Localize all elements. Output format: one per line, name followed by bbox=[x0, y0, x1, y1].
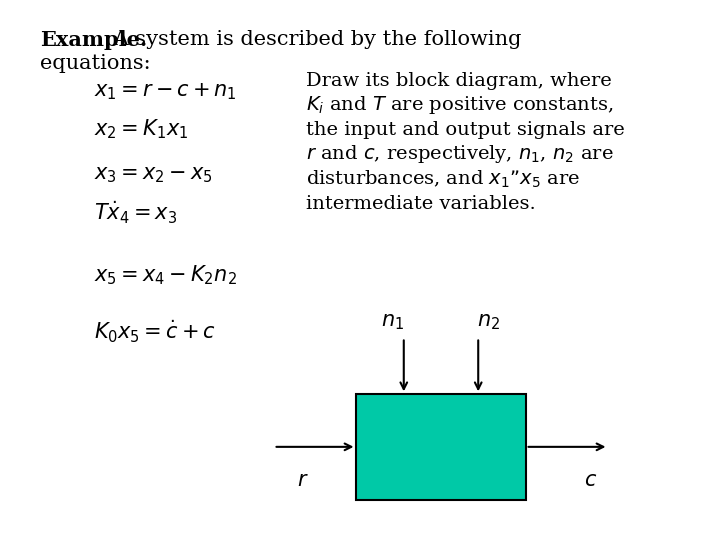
Text: $r$: $r$ bbox=[297, 471, 308, 490]
Text: Draw its block diagram, where: Draw its block diagram, where bbox=[306, 72, 612, 90]
Text: equations:: equations: bbox=[40, 54, 150, 73]
Text: $c$: $c$ bbox=[584, 471, 597, 490]
Text: $x_5 = x_4 - K_2 n_2$: $x_5 = x_4 - K_2 n_2$ bbox=[94, 264, 237, 287]
Text: $K_0 x_5 = \dot{c} + c$: $K_0 x_5 = \dot{c} + c$ bbox=[94, 319, 215, 345]
Text: Example.: Example. bbox=[40, 30, 147, 50]
Text: $x_2 = K_1 x_1$: $x_2 = K_1 x_1$ bbox=[94, 118, 188, 141]
Text: $r$ and $c$, respectively, $n_1$, $n_2$ are: $r$ and $c$, respectively, $n_1$, $n_2$ … bbox=[306, 143, 613, 165]
Text: $n_1$: $n_1$ bbox=[382, 313, 405, 332]
Text: A system is described by the following: A system is described by the following bbox=[107, 30, 521, 49]
Text: $K_i$ and $T$ are positive constants,: $K_i$ and $T$ are positive constants, bbox=[306, 94, 613, 116]
Text: disturbances, and $x_1$”$x_5$ are: disturbances, and $x_1$”$x_5$ are bbox=[306, 168, 580, 190]
Text: $x_1 = r - c + n_1$: $x_1 = r - c + n_1$ bbox=[94, 82, 236, 102]
Text: $T\dot{x}_4 = x_3$: $T\dot{x}_4 = x_3$ bbox=[94, 200, 177, 226]
Text: intermediate variables.: intermediate variables. bbox=[306, 195, 536, 213]
Bar bbox=[356, 394, 526, 500]
Text: $n_2$: $n_2$ bbox=[477, 313, 500, 332]
Text: $x_3 = x_2 - x_5$: $x_3 = x_2 - x_5$ bbox=[94, 166, 212, 185]
Text: the input and output signals are: the input and output signals are bbox=[306, 120, 625, 139]
